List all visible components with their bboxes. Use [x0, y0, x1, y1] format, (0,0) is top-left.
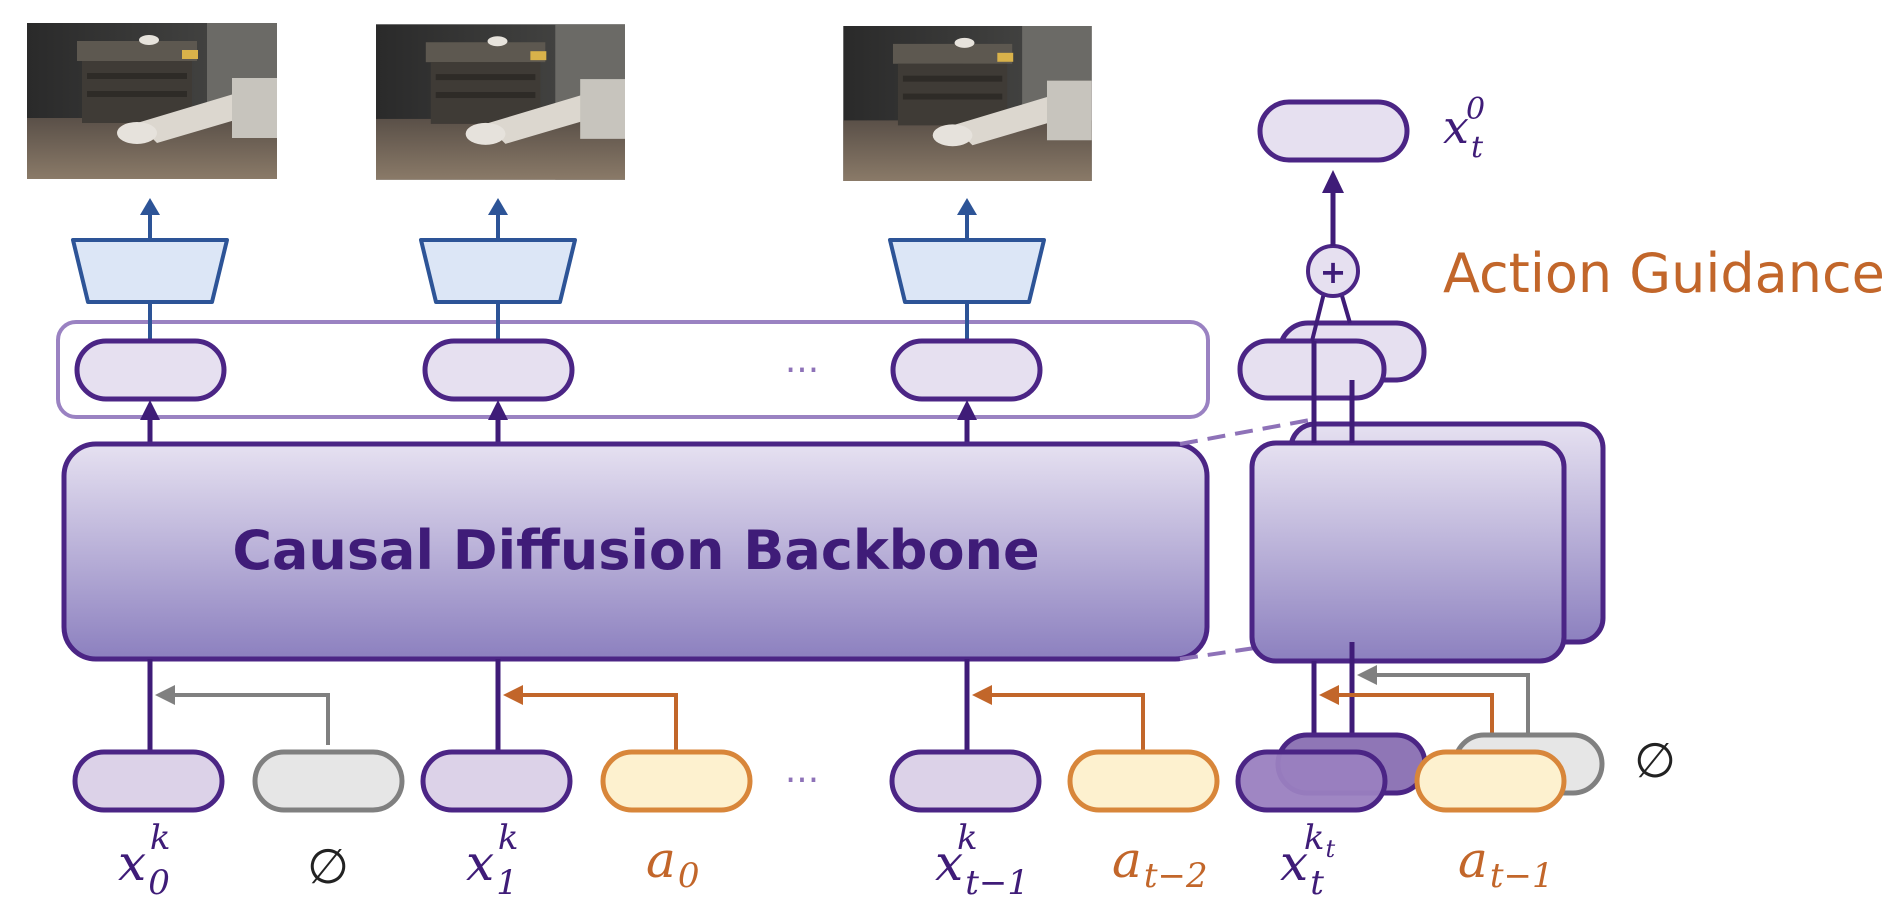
input-label-null: ∅: [307, 839, 349, 895]
svg-text:+: +: [1320, 253, 1347, 291]
input-label-a0: a0: [646, 831, 699, 896]
action-guidance-label: Action Guidance: [1443, 242, 1885, 305]
state-token-x0: [72, 749, 225, 813]
output-token-frame: [56, 320, 1210, 419]
plus-combine-icon: +: [1306, 244, 1360, 298]
input-label-x0: x0k: [118, 818, 170, 903]
input-label-x1: x1k: [466, 818, 518, 903]
decoder-connectors: [148, 302, 969, 345]
state-token-xt: [1235, 749, 1388, 813]
decoder-3: [888, 198, 1046, 304]
state-token-x1: [420, 749, 573, 813]
action-token-a0: [600, 749, 753, 813]
frame-image-2: [376, 24, 625, 180]
null-token-1: [252, 749, 405, 813]
null-condition-arrow-2: [1357, 665, 1530, 735]
input-label-xt: xtkt: [1280, 818, 1335, 903]
backbone-up-arrows: [140, 400, 977, 444]
action-token-at-2: [1067, 749, 1220, 813]
ellipsis-top: ···: [785, 350, 819, 391]
ellipsis-bottom: ···: [785, 760, 819, 801]
frame-image-1: [27, 23, 277, 179]
state-token-xt-1: [889, 749, 1042, 813]
latent-token-1: [74, 338, 227, 402]
null-condition-arrow-1: [155, 685, 330, 745]
final-output-label: xt0: [1443, 92, 1485, 165]
input-label-xt-1: xt−1k: [935, 818, 1029, 903]
guidance-backbone-stack: [1249, 421, 1606, 664]
action-token-at-1: [1414, 749, 1567, 813]
decoder-2: [419, 198, 577, 304]
latent-token-3: [890, 338, 1043, 402]
input-label-at-2: at−2: [1112, 831, 1208, 896]
input-label-at-1: at−1: [1458, 831, 1554, 896]
final-output-token: [1257, 99, 1410, 163]
guidance-up-arrow: [1322, 170, 1344, 246]
zoom-connectors: [1179, 418, 1311, 661]
decoder-1: [71, 198, 229, 304]
guidance-output-tokens: [1237, 288, 1427, 443]
causal-diffusion-backbone: Causal Diffusion Backbone: [61, 441, 1210, 662]
frame-image-3: [843, 26, 1092, 181]
null-label-right: ∅: [1634, 733, 1676, 789]
action-condition-arrow-2: [972, 685, 1145, 752]
backbone-label: Causal Diffusion Backbone: [232, 519, 1039, 582]
action-condition-arrow-1: [503, 685, 678, 752]
latent-token-2: [422, 338, 575, 402]
